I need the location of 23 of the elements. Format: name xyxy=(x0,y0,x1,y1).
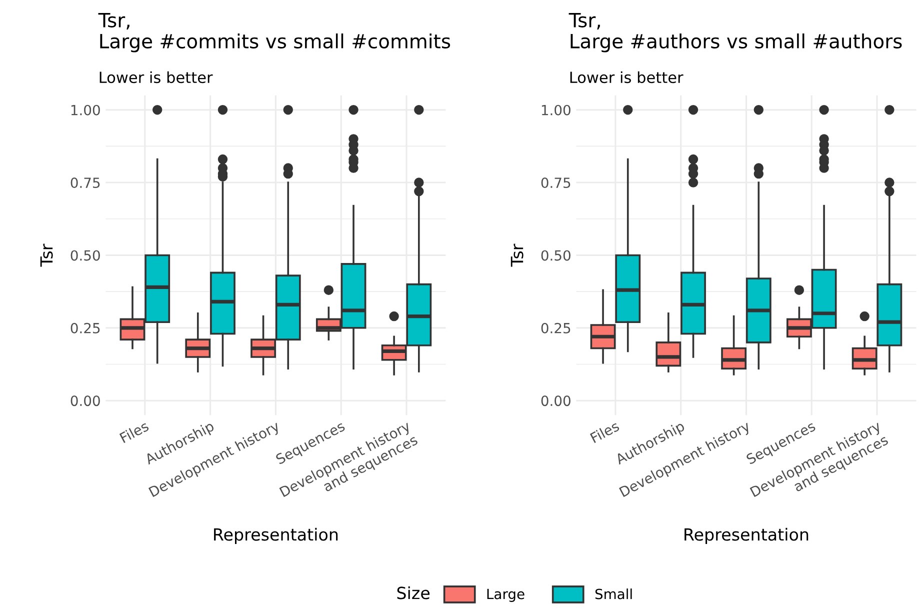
legend-title: Size xyxy=(397,586,430,600)
y-tick-label: 1.00 xyxy=(542,104,570,116)
chart-title: Tsr, Large #commits vs small #commits xyxy=(98,13,450,52)
y-tick-label: 0.75 xyxy=(541,178,570,188)
y-tick-label: 0.50 xyxy=(70,250,100,261)
chart-subtitle: Lower is better xyxy=(570,71,684,84)
x-axis-title: Representation xyxy=(214,528,338,544)
y-axis-title: Tsr xyxy=(510,244,524,267)
y-tick-label: 0.25 xyxy=(541,322,570,334)
x-tick-label: Files xyxy=(590,420,620,444)
chart-title: Tsr, Large #authors vs small #authors xyxy=(568,13,902,52)
x-axis-title: Representation xyxy=(684,528,808,544)
chart-subtitle: Lower is better xyxy=(100,71,213,84)
y-axis-title: Tsr xyxy=(40,244,53,267)
y-tick-label: 0.00 xyxy=(541,396,570,406)
y-tick-label: 0.25 xyxy=(70,322,100,334)
y-tick-label: 0.50 xyxy=(541,250,570,261)
y-tick-label: 0.00 xyxy=(70,396,100,406)
y-tick-label: 0.75 xyxy=(70,178,100,188)
x-tick-label: Files xyxy=(119,420,150,444)
legend-label: Small xyxy=(595,588,632,600)
y-tick-label: 1.00 xyxy=(71,104,100,116)
legend-label: Large xyxy=(487,588,524,602)
